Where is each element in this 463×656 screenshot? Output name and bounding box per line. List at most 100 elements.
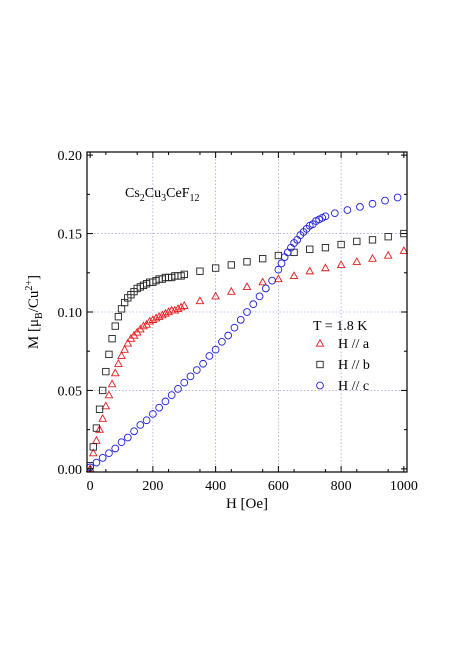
data-point-square — [111, 322, 119, 330]
data-point-square — [384, 233, 392, 241]
data-point-square — [306, 245, 314, 253]
x-tick-label: 800 — [331, 479, 352, 494]
data-point-triangle — [101, 401, 111, 410]
data-point-square — [89, 443, 97, 451]
data-point-circle — [155, 403, 164, 412]
data-point-circle — [274, 265, 283, 274]
data-point-circle — [243, 308, 251, 316]
compound-label: Cs2Cu3CeF12 — [125, 186, 199, 204]
legend: H // a H // b H // c — [315, 337, 370, 394]
data-point-triangle — [145, 316, 155, 325]
data-point-triangle — [321, 263, 330, 272]
data-point-triangle — [148, 315, 158, 323]
x-axis-label: H [Oe] — [226, 496, 268, 512]
data-point-circle — [199, 359, 207, 368]
data-point-circle — [224, 331, 233, 340]
data-point-triangle — [110, 368, 120, 377]
data-point-triangle — [98, 413, 108, 422]
data-point-triangle — [226, 286, 236, 295]
data-point-circle — [117, 438, 126, 447]
data-point-circle — [111, 444, 120, 453]
data-point-triangle — [173, 304, 183, 312]
data-point-circle — [261, 284, 270, 293]
y-tick-label: 0.20 — [58, 149, 83, 164]
data-point-circle — [167, 391, 176, 399]
data-point-circle — [321, 212, 330, 221]
x-tick-label: 600 — [268, 479, 289, 494]
data-point-circle — [142, 416, 151, 425]
data-point-triangle — [195, 296, 205, 305]
data-point-circle — [105, 449, 113, 458]
data-point-circle — [130, 427, 138, 436]
tick-labels: 0 200 400 600 800 1000 0.00 0.05 0.10 0.15 0.20 — [58, 149, 418, 494]
data-point-circle — [149, 410, 157, 418]
data-point-circle — [230, 323, 239, 332]
legend-label: H // b — [338, 358, 370, 373]
data-point-square — [368, 236, 377, 244]
data-point-square — [102, 367, 110, 376]
data-point-circle — [205, 352, 214, 360]
data-point-circle — [249, 300, 258, 309]
data-point-triangle — [123, 338, 133, 347]
y-tick-label: 0.15 — [58, 228, 83, 243]
data-point-circle — [92, 458, 101, 467]
legend-marker-circle — [316, 381, 324, 390]
data-point-triangle — [161, 308, 170, 317]
data-point-square — [108, 335, 116, 343]
data-point-triangle — [120, 344, 130, 353]
data-point-circle — [174, 385, 182, 393]
x-tick-label: 200 — [142, 479, 163, 494]
data-point-triangle — [211, 291, 221, 300]
legend-marker-triangle — [315, 338, 325, 347]
data-point-circle — [192, 366, 201, 374]
data-point-circle — [393, 193, 402, 202]
data-point-triangle — [289, 271, 299, 280]
data-point-circle — [381, 196, 389, 205]
data-point-circle — [283, 248, 292, 257]
x-tick-label: 0 — [87, 479, 94, 494]
y-tick-label: 0.10 — [58, 306, 83, 321]
grid-lines — [87, 152, 407, 472]
data-point-circle — [98, 454, 107, 462]
data-point-square — [105, 350, 113, 359]
data-point-triangle — [368, 253, 377, 262]
data-point-square — [353, 237, 361, 246]
data-point-triangle — [305, 266, 315, 275]
data-point-square — [92, 424, 101, 432]
temperature-label: T = 1.8 K — [313, 319, 367, 334]
data-point-square — [290, 248, 298, 257]
data-point-circle — [218, 337, 226, 346]
data-point-triangle — [258, 277, 268, 286]
data-point-triangle — [352, 257, 362, 265]
data-point-triangle — [383, 250, 393, 259]
legend-marker-square — [316, 360, 324, 369]
data-point-square — [321, 244, 330, 252]
data-point-triangle — [139, 321, 148, 330]
data-point-triangle — [154, 311, 164, 320]
data-point-triangle — [157, 310, 167, 319]
y-axis-label: M [μB/Cu2+] — [24, 275, 45, 349]
data-point-circle — [136, 421, 145, 429]
data-point-triangle — [170, 305, 180, 314]
data-point-circle — [330, 209, 339, 218]
data-point-square — [243, 258, 251, 266]
data-point-triangle — [176, 302, 186, 311]
legend-label: H // a — [338, 337, 370, 352]
data-point-circle — [356, 203, 364, 211]
data-point-triangle — [95, 424, 104, 433]
data-point-square — [99, 386, 107, 395]
axis-ticks — [87, 152, 407, 472]
data-point-square — [95, 405, 104, 413]
x-tick-label: 400 — [205, 479, 226, 494]
data-point-square — [337, 240, 345, 249]
y-tick-label: 0.05 — [58, 384, 83, 399]
data-point-triangle — [88, 448, 98, 457]
data-point-triangle — [92, 435, 101, 444]
data-markers — [85, 193, 409, 472]
data-point-square — [114, 313, 123, 321]
data-point-triangle — [117, 351, 126, 360]
data-point-circle — [180, 378, 189, 387]
data-point-triangle — [104, 390, 114, 399]
data-point-square — [227, 261, 235, 269]
data-point-circle — [186, 372, 195, 381]
